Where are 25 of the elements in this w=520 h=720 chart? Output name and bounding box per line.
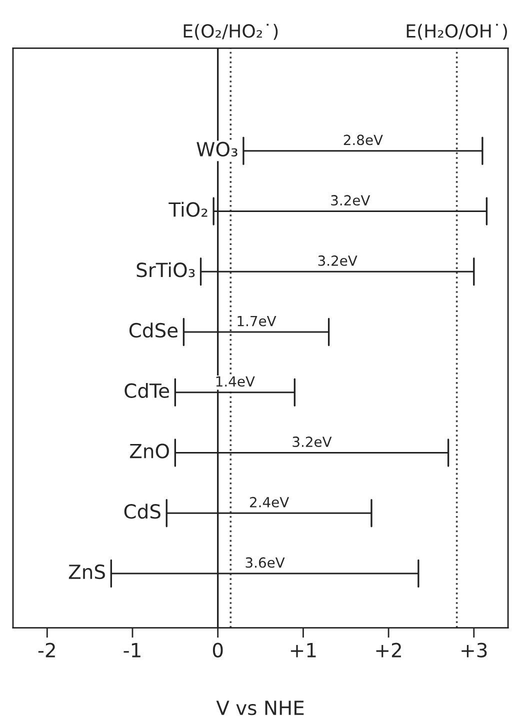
data-label: 1.7eV	[238, 316, 276, 326]
x-tick-label: -1	[124, 643, 140, 658]
y-tick-label: CdSe	[129, 322, 178, 338]
x-tick-label: +3	[462, 642, 487, 658]
y-tick-label: ZnO	[130, 444, 169, 458]
y-tick-label: CdS	[124, 504, 160, 519]
ref-line-label: E(H₂O/OH˙)	[406, 24, 507, 40]
y-tick-label: TiO₂	[168, 202, 208, 217]
y-tick-label: WO₃	[196, 142, 238, 157]
data-label: 3.2eV	[331, 195, 370, 206]
data-label: 3.6eV	[246, 557, 285, 568]
x-tick-label: +2	[376, 642, 401, 658]
x-tick-label: +1	[290, 643, 316, 658]
y-tick-label: ZnS	[68, 564, 105, 580]
data-label: 2.4eV	[250, 496, 290, 508]
y-tick-label: SrTiO₃	[136, 262, 195, 278]
data-label: 3.2eV	[318, 255, 358, 266]
data-label: 1.4eV	[216, 376, 255, 387]
data-label: 2.8eV	[344, 134, 383, 146]
ref-line-label: E(O₂/HO₂˙)	[184, 24, 278, 40]
x-axis-title: V vs NHE	[216, 700, 304, 716]
x-tick-label: -2	[38, 642, 55, 658]
y-tick-label: CdTe	[124, 382, 170, 398]
x-tick-label: 0	[212, 642, 223, 658]
data-label: 3.2eV	[292, 436, 332, 448]
